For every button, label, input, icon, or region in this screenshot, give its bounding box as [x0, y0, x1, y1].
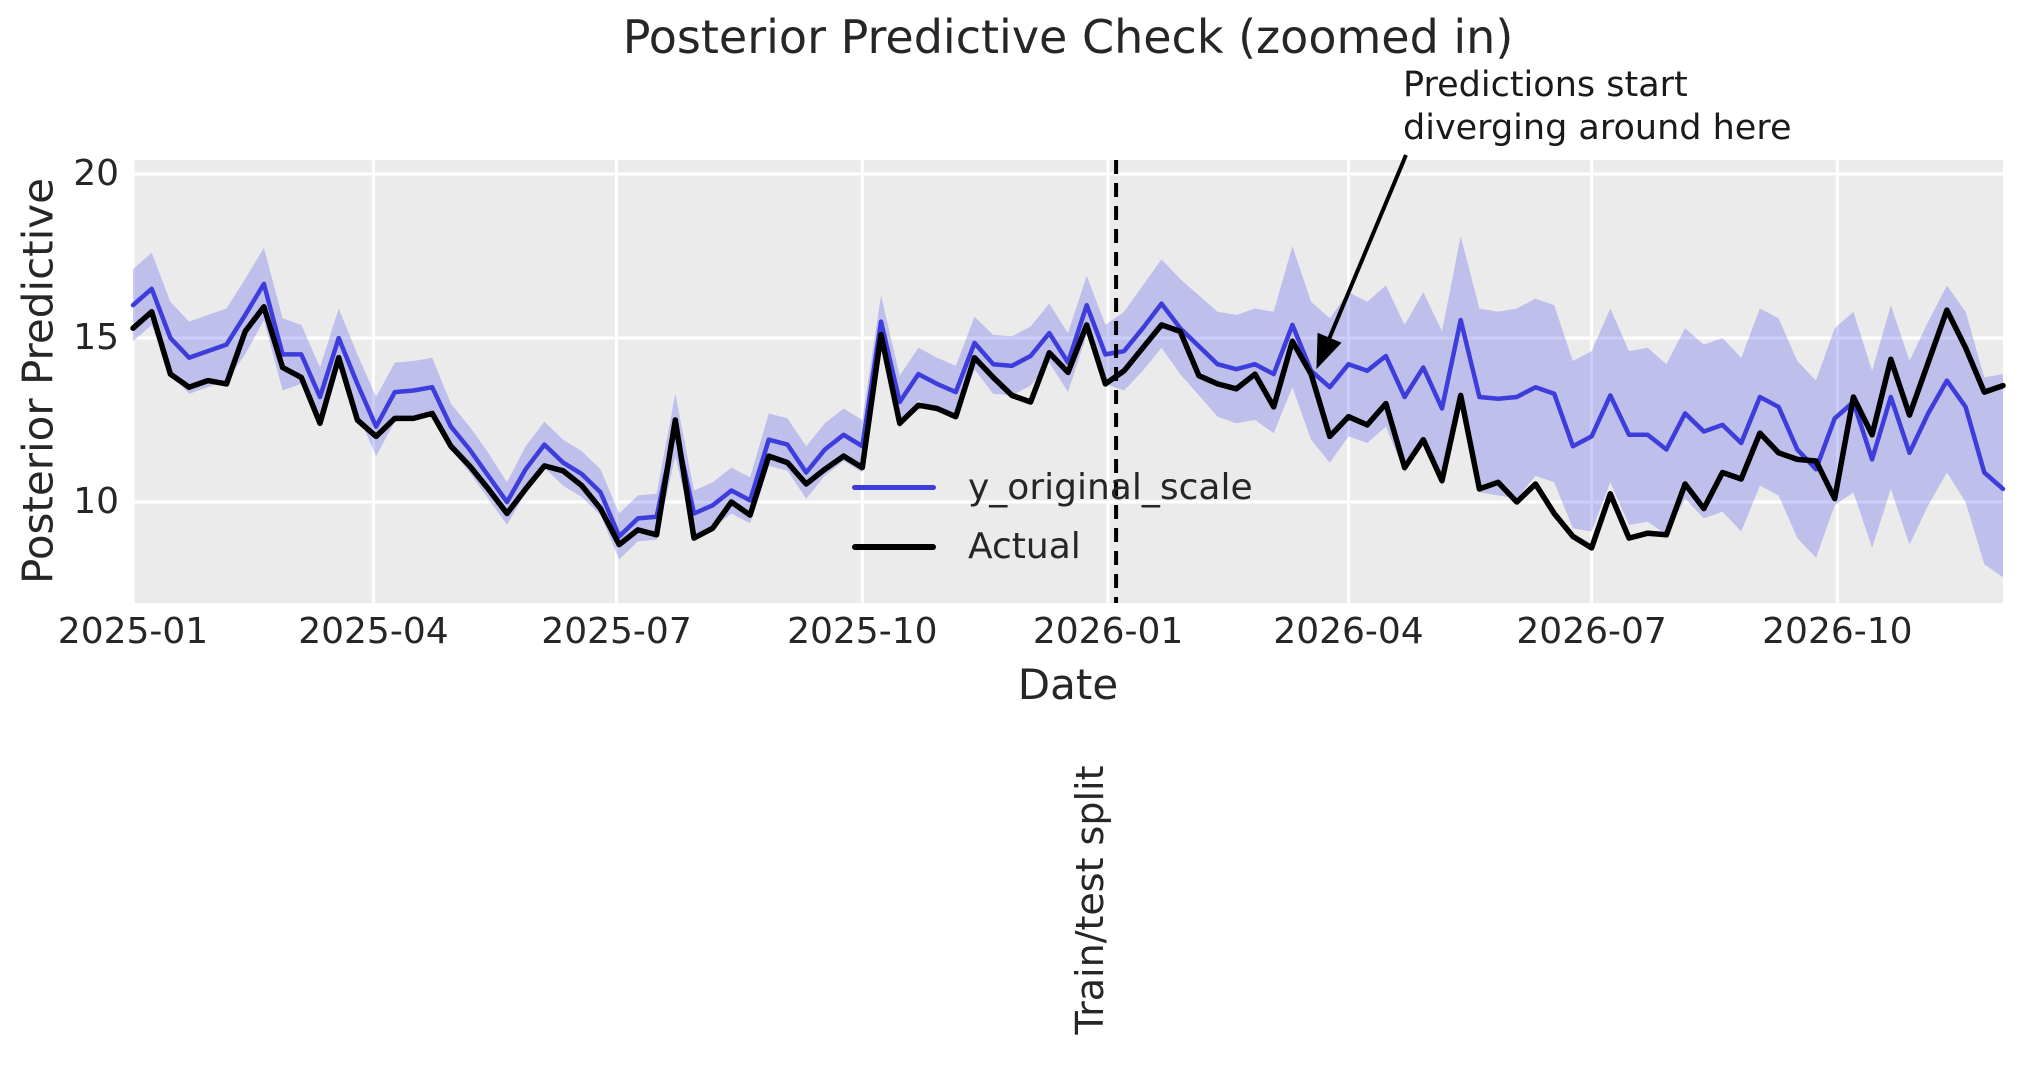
annotation-arrow-line [1325, 154, 1408, 344]
annotation-line2: diverging around here [1403, 108, 1792, 148]
plot-background [133, 160, 2003, 603]
x-tick-label: 2026-07 [1516, 611, 1667, 652]
y-tick-label: 10 [73, 481, 119, 522]
legend-label: y_original_scale [968, 467, 1253, 508]
x-tick-label: 2025-01 [57, 611, 209, 652]
annotation-arrow-head [1316, 332, 1342, 370]
train-test-split-label: Train/test split [1068, 765, 1112, 1035]
x-axis-label: Date [1017, 660, 1119, 709]
x-tick-label: 2025-04 [298, 611, 449, 652]
legend-swatch-line [852, 543, 936, 550]
legend: y_original_scale Actual [852, 458, 1253, 576]
annotation-text: Predictions start diverging around here [1403, 64, 1792, 150]
legend-item: y_original_scale [852, 458, 1253, 517]
x-tick-label: 2025-10 [787, 611, 938, 652]
legend-label: Actual [968, 526, 1081, 567]
x-tick-label: 2026-01 [1032, 611, 1184, 652]
legend-swatch-line [852, 485, 936, 490]
chart-title: Posterior Predictive Check (zoomed in) [622, 10, 1514, 64]
y-tick-label: 15 [73, 317, 119, 358]
annotation-line1: Predictions start [1403, 65, 1688, 105]
x-tick-label: 2026-04 [1273, 611, 1424, 652]
y-tick-label: 20 [73, 153, 119, 194]
predicted-line [130, 281, 2006, 539]
actual-line [130, 304, 2006, 551]
x-tick-label: 2026-10 [1762, 611, 1913, 652]
legend-item: Actual [852, 517, 1253, 576]
x-tick-label: 2025-07 [541, 611, 692, 652]
